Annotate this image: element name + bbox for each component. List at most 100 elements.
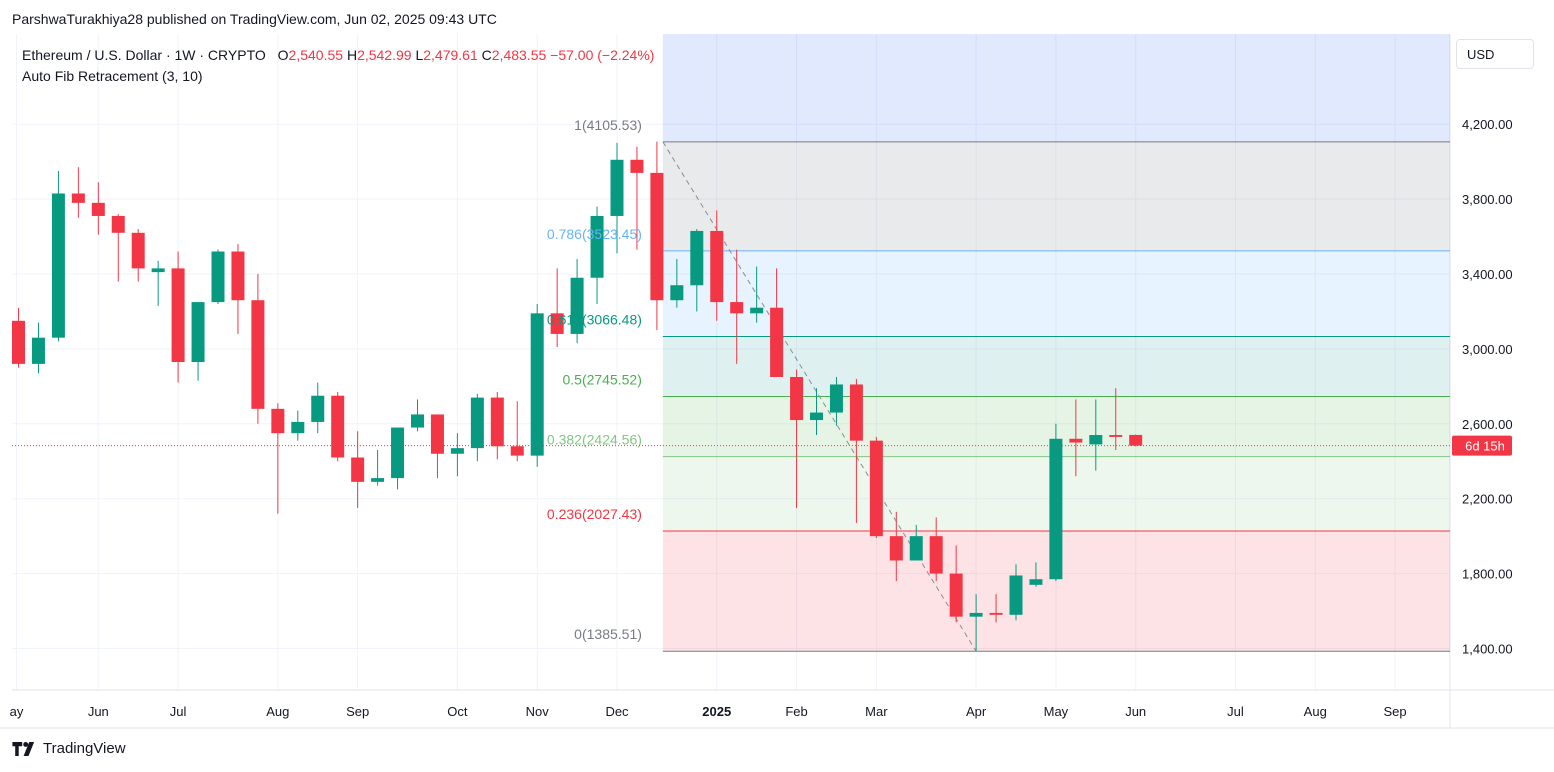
candle-body[interactable] [1049,438,1063,580]
candle[interactable] [91,182,105,235]
candle[interactable] [510,401,524,462]
candle-body[interactable] [550,313,564,334]
candle-body[interactable] [869,440,883,537]
candle-body[interactable] [171,268,185,363]
candle-body[interactable] [1089,435,1103,445]
candle-body[interactable] [770,307,784,377]
candle-body[interactable] [251,300,265,409]
candle[interactable] [750,266,764,323]
candle-body[interactable] [1029,579,1043,585]
candle-body[interactable] [1069,438,1083,443]
candle-body[interactable] [889,536,903,561]
candle-body[interactable] [311,395,325,422]
candle-body[interactable] [490,397,504,447]
candle[interactable] [450,433,464,477]
candle-body[interactable] [31,337,45,364]
candle-body[interactable] [730,302,744,314]
candle[interactable] [909,524,923,561]
candle[interactable] [710,210,724,321]
candle[interactable] [550,268,564,348]
candle[interactable] [530,303,544,467]
candle-body[interactable] [411,414,424,428]
candle-body[interactable] [12,320,25,364]
candle[interactable] [430,414,444,479]
candle[interactable] [171,251,185,383]
candle[interactable] [630,146,644,250]
candle-body[interactable] [271,408,285,434]
candle-body[interactable] [371,478,385,482]
candle-body[interactable] [570,277,584,334]
candle-body[interactable] [430,414,444,454]
candles[interactable] [12,141,1143,652]
candle-body[interactable] [211,251,225,303]
candle-body[interactable] [590,215,604,278]
candle-body[interactable] [450,448,464,454]
time-axis[interactable]: ay Jun Jul Aug Sep Oct Nov Dec 2025 Feb Mar Apr May J… [10,704,1407,719]
candle[interactable] [869,436,883,539]
candle[interactable] [151,260,165,306]
candle-body[interactable] [690,230,704,286]
candle-body[interactable] [91,202,105,216]
candle[interactable] [1029,562,1043,587]
candle[interactable] [590,206,604,304]
candle[interactable] [610,142,624,254]
candle-body[interactable] [231,251,245,301]
candle-body[interactable] [929,536,943,574]
candle-body[interactable] [909,536,923,561]
candle[interactable] [730,249,744,364]
candle[interactable] [949,545,963,623]
candle[interactable] [1109,388,1123,451]
candle[interactable] [1089,399,1103,471]
candle[interactable] [371,450,385,486]
candle[interactable] [211,249,225,304]
candle-body[interactable] [510,446,524,456]
candle-body[interactable] [291,421,305,434]
candle-body[interactable] [790,376,804,421]
candle[interactable] [790,369,804,509]
symbol-name[interactable]: Ethereum / U.S. Dollar · 1W · CRYPTO [22,47,266,63]
candle[interactable] [231,244,245,334]
candle-body[interactable] [710,230,724,303]
candle-body[interactable] [630,159,644,173]
candle-body[interactable] [610,159,624,216]
candle[interactable] [989,594,1003,623]
candle-body[interactable] [650,172,664,301]
candle[interactable] [391,427,405,490]
candle-body[interactable] [1109,435,1123,437]
candle[interactable] [31,322,45,374]
candle[interactable] [191,302,205,381]
candle-body[interactable] [810,412,823,421]
indicator-name[interactable]: Auto Fib Retracement (3, 10) [22,68,203,84]
candle-body[interactable] [750,307,764,314]
candle[interactable] [570,259,584,344]
candle-body[interactable] [530,313,544,456]
candle[interactable] [251,274,265,424]
candle-body[interactable] [331,395,345,458]
candle-body[interactable] [51,193,65,338]
currency-selector[interactable]: USD [1456,39,1534,69]
candle[interactable] [829,376,843,426]
candle[interactable] [770,268,784,377]
candle[interactable] [969,594,983,652]
candle-body[interactable] [969,612,983,617]
candle-body[interactable] [849,384,863,441]
candle-body[interactable] [1129,434,1143,446]
candle-body[interactable] [1009,575,1023,615]
price-axis[interactable]: 1,400.00 1,800.00 2,200.00 2,600.00 3,000.00… [1462,117,1513,656]
candle[interactable] [889,511,903,582]
candle[interactable] [351,431,365,509]
candle[interactable] [271,403,285,514]
candle-body[interactable] [829,384,843,413]
candle[interactable] [12,307,25,368]
candle[interactable] [1069,399,1083,477]
candle[interactable] [490,391,504,460]
candle[interactable] [331,391,345,462]
candle-body[interactable] [670,285,684,301]
candle-body[interactable] [191,302,205,363]
candle[interactable] [131,229,145,282]
candle[interactable] [929,517,943,582]
candle[interactable] [650,141,664,331]
candle[interactable] [111,214,125,282]
candle[interactable] [51,171,65,342]
